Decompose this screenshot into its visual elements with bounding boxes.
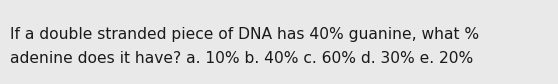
Text: If a double stranded piece of DNA has 40% guanine, what %: If a double stranded piece of DNA has 40… [10,27,479,42]
Text: adenine does it have? a. 10% b. 40% c. 60% d. 30% e. 20%: adenine does it have? a. 10% b. 40% c. 6… [10,51,473,66]
